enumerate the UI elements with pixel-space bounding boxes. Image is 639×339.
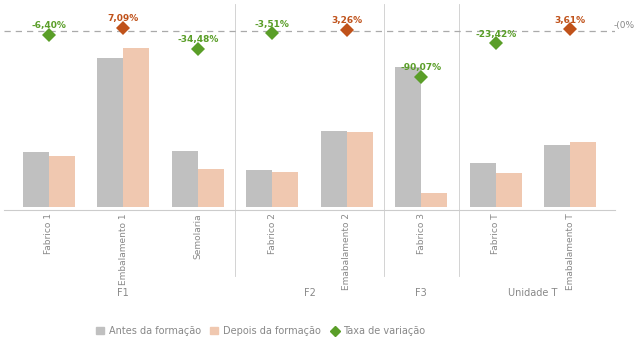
Bar [246,171,272,206]
Bar [49,156,75,206]
Bar [97,58,123,206]
Bar [570,141,596,206]
Legend: Antes da formação, Depois da formação, Taxa de variação: Antes da formação, Depois da formação, T… [92,322,429,339]
Bar [272,172,298,206]
Bar [496,173,522,206]
Bar [421,193,447,206]
Bar [23,152,49,206]
Text: F3: F3 [415,288,427,298]
Text: F1: F1 [118,288,129,298]
Bar [172,151,198,206]
Bar [321,131,347,206]
Bar [395,67,421,206]
Text: -6,40%: -6,40% [31,21,66,30]
Text: F2: F2 [304,288,316,298]
Text: Unidade T: Unidade T [508,288,558,298]
Text: -3,51%: -3,51% [255,20,289,28]
Text: 7,09%: 7,09% [108,14,139,23]
Bar [470,163,496,206]
Text: -90,07%: -90,07% [401,63,442,72]
Bar [347,133,373,206]
Text: -34,48%: -34,48% [177,35,219,44]
Text: 3,26%: 3,26% [331,16,362,25]
Bar [123,47,150,206]
Text: 3,61%: 3,61% [555,16,586,25]
Bar [544,145,570,206]
Text: -(0%: -(0% [613,21,635,31]
Text: -23,42%: -23,42% [475,29,516,39]
Bar [198,168,224,206]
